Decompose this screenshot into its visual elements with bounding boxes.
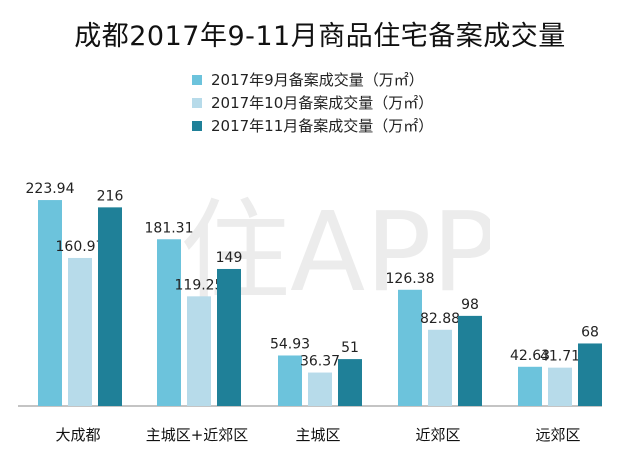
bar-sep-0 [38, 200, 62, 406]
legend: 2017年9月备案成交量（万㎡） 2017年10月备案成交量（万㎡） 2017年… [192, 68, 433, 137]
legend-label-sep: 2017年9月备案成交量（万㎡） [211, 71, 424, 89]
value-label-sep-1: 181.31 [145, 220, 194, 236]
value-label-oct-4: 41.71 [540, 349, 580, 365]
category-label-4: 远郊区 [535, 426, 580, 444]
legend-label-nov: 2017年11月备案成交量（万㎡） [211, 117, 434, 135]
legend-swatch-oct [192, 97, 202, 108]
value-label-sep-0: 223.94 [26, 181, 75, 197]
bar-nov-1 [217, 268, 241, 406]
value-label-nov-4: 68 [581, 324, 599, 340]
value-label-nov-1: 149 [216, 250, 243, 266]
legend-swatch-nov [192, 120, 202, 131]
value-label-nov-2: 51 [341, 340, 359, 356]
bar-nov-0 [98, 207, 122, 406]
legend-item-nov: 2017年11月备案成交量（万㎡） [192, 114, 433, 137]
bar-sep-2 [278, 355, 302, 406]
category-label-3: 近郊区 [415, 426, 460, 444]
bar-nov-4 [578, 343, 602, 406]
value-label-oct-0: 160.97 [56, 239, 105, 255]
bar-sep-1 [157, 239, 181, 406]
bar-sep-3 [398, 289, 422, 406]
legend-item-oct: 2017年10月备案成交量（万㎡） [192, 91, 433, 114]
value-label-nov-3: 98 [461, 297, 479, 313]
bar-nov-3 [458, 315, 482, 406]
value-label-sep-4: 42.63 [510, 348, 550, 364]
bar-oct-2 [308, 372, 332, 406]
bar-oct-4 [548, 367, 572, 406]
value-label-oct-3: 82.88 [420, 311, 460, 327]
category-label-0: 大成都 [55, 426, 100, 444]
value-label-sep-2: 54.93 [270, 336, 310, 352]
bar-sep-4 [518, 366, 542, 406]
legend-item-sep: 2017年9月备案成交量（万㎡） [192, 68, 433, 91]
bar-nov-2 [338, 359, 362, 406]
value-label-sep-3: 126.38 [386, 271, 435, 287]
category-label-2: 主城区 [295, 426, 340, 444]
chart-title: 成都2017年9-11月商品住宅备案成交量 [74, 21, 566, 52]
value-label-oct-2: 36.37 [300, 354, 340, 370]
bar-oct-0 [68, 257, 92, 406]
legend-swatch-sep [192, 74, 202, 85]
bar-oct-3 [428, 329, 452, 406]
bar-oct-1 [187, 296, 211, 406]
value-label-nov-0: 216 [97, 188, 124, 204]
category-label-1: 主城区+近郊区 [146, 426, 249, 444]
legend-label-oct: 2017年10月备案成交量（万㎡） [211, 94, 434, 112]
value-label-oct-1: 119.25 [175, 277, 224, 293]
